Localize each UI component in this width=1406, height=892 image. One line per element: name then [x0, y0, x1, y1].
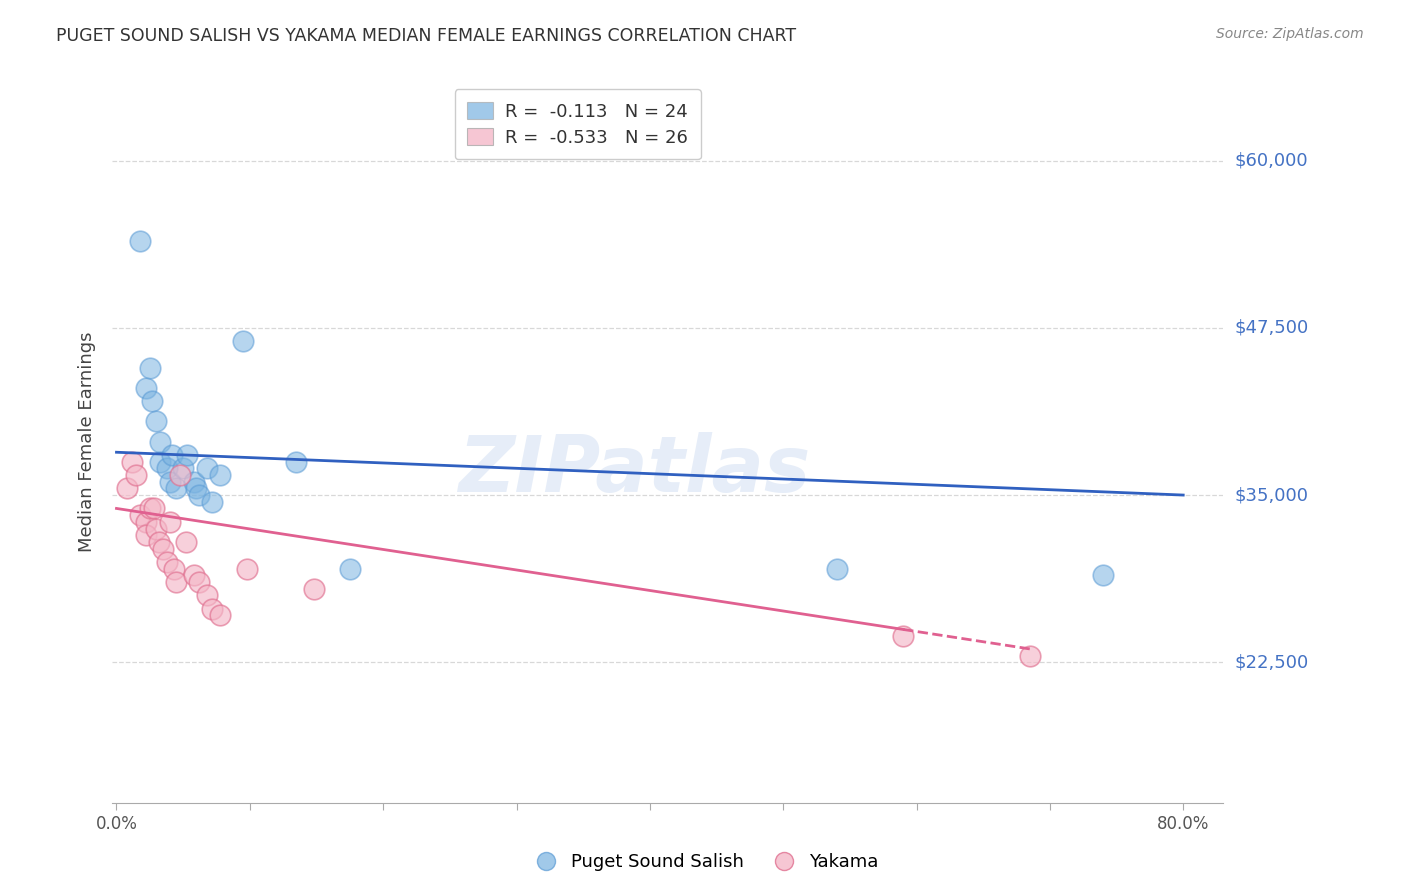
Point: [169, 467, 191, 482]
Point: [339, 562, 361, 576]
Point: [135, 515, 157, 529]
Legend: Puget Sound Salish, Yakama: Puget Sound Salish, Yakama: [520, 847, 886, 879]
Text: ZIPatlas: ZIPatlas: [458, 433, 811, 508]
Point: [209, 467, 232, 482]
Point: [825, 562, 848, 576]
Point: [135, 381, 157, 395]
Point: [141, 394, 163, 409]
Point: [129, 234, 152, 248]
Point: [302, 582, 325, 596]
Text: PUGET SOUND SALISH VS YAKAMA MEDIAN FEMALE EARNINGS CORRELATION CHART: PUGET SOUND SALISH VS YAKAMA MEDIAN FEMA…: [56, 27, 796, 45]
Point: [115, 481, 138, 495]
Point: [125, 467, 148, 482]
Point: [121, 454, 143, 469]
Text: Source: ZipAtlas.com: Source: ZipAtlas.com: [1216, 27, 1364, 41]
Point: [139, 360, 162, 375]
Point: [166, 481, 188, 495]
Point: [145, 521, 167, 535]
Text: $22,500: $22,500: [1234, 653, 1309, 672]
Point: [148, 534, 170, 549]
Text: $35,000: $35,000: [1234, 486, 1309, 504]
Point: [236, 562, 259, 576]
Point: [159, 475, 181, 489]
Point: [174, 534, 197, 549]
Point: [152, 541, 174, 556]
Point: [149, 454, 172, 469]
Point: [188, 574, 211, 589]
Point: [156, 555, 179, 569]
Legend: R =  -0.113   N = 24, R =  -0.533   N = 26: R = -0.113 N = 24, R = -0.533 N = 26: [454, 89, 700, 160]
Point: [186, 481, 208, 495]
Text: $60,000: $60,000: [1234, 152, 1308, 169]
Point: [145, 414, 167, 428]
Point: [232, 334, 254, 348]
Point: [166, 574, 188, 589]
Point: [172, 461, 194, 475]
Point: [891, 628, 914, 642]
Point: [176, 448, 198, 462]
Point: [1018, 648, 1040, 663]
Point: [139, 501, 162, 516]
Point: [183, 568, 205, 582]
Y-axis label: Median Female Earnings: Median Female Earnings: [77, 331, 96, 552]
Text: $47,500: $47,500: [1234, 318, 1309, 337]
Point: [209, 608, 232, 623]
Point: [156, 461, 179, 475]
Point: [183, 475, 205, 489]
Point: [162, 448, 184, 462]
Point: [201, 601, 224, 615]
Point: [163, 562, 186, 576]
Point: [142, 501, 165, 516]
Point: [149, 434, 172, 449]
Point: [201, 494, 224, 508]
Point: [135, 528, 157, 542]
Point: [195, 589, 218, 603]
Point: [188, 488, 211, 502]
Point: [1092, 568, 1115, 582]
Point: [159, 515, 181, 529]
Point: [285, 454, 308, 469]
Point: [195, 461, 218, 475]
Point: [129, 508, 152, 523]
